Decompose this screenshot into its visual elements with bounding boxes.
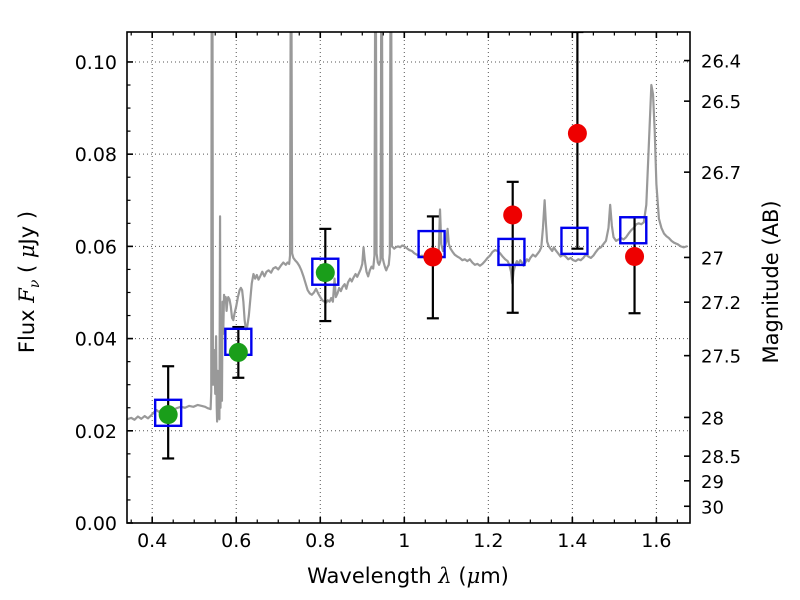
- right-tick-label: 26.5: [701, 92, 741, 113]
- y-tick-label: 0.04: [75, 329, 117, 351]
- x-tick-label: 1.4: [557, 530, 587, 552]
- x-tick-label: 1.2: [473, 530, 503, 552]
- axes-frame: [126, 31, 691, 524]
- y-tick-label: 0.08: [75, 144, 117, 166]
- right-tick-label: 26.4: [701, 52, 741, 73]
- model-photometry-square: [619, 216, 648, 245]
- x-axis-ticks: 0.4 0.6 0.8 1 1.2 1.4 1.6: [130, 32, 678, 552]
- x-axis-label: Wavelength λ (μm): [307, 564, 509, 588]
- y-axis-ticks: 0.00 0.02 0.04 0.06 0.08 0.10: [75, 52, 133, 535]
- model-photometry-square: [497, 237, 526, 267]
- model-photometry-square: [311, 257, 340, 286]
- y-tick-label: 0.00: [75, 513, 117, 535]
- y-tick-label: 0.10: [75, 52, 117, 74]
- right-tick-label: 27: [701, 248, 724, 269]
- right-tick-label: 27.5: [701, 347, 741, 368]
- observed-point-green: [315, 263, 335, 283]
- y-axis-label-group: Flux Fν ( μJy ): [15, 211, 43, 353]
- right-tick-label: 29: [701, 472, 724, 493]
- spectrum-curve-group: [127, 32, 688, 423]
- right-tick-label: 30: [701, 497, 724, 518]
- y-label-mu: μ: [15, 244, 39, 258]
- y-tick-label: 0.06: [75, 236, 117, 258]
- x-label-lambda: λ: [437, 564, 451, 588]
- y-label-nu: ν: [27, 279, 43, 288]
- right-tick-label: 28: [701, 408, 724, 429]
- model-photometry-square: [153, 398, 183, 428]
- y-axis-label: Flux Fν ( μJy ): [15, 211, 43, 353]
- model-photometry-square: [560, 226, 589, 256]
- x-label-word: Wavelength: [307, 564, 438, 588]
- x-tick-label: 0.6: [221, 530, 251, 552]
- observed-photometry-markers: [158, 123, 645, 425]
- observed-point-red: [423, 247, 443, 267]
- observed-point-red: [567, 123, 587, 143]
- right-tick-label: 28.5: [701, 447, 741, 468]
- y-label-F: F: [15, 287, 39, 304]
- right-axis-ticks: 26.4 26.5 26.7 27 27.2 27.5 28 28.5 29 30: [684, 52, 741, 518]
- x-label-mu: μ: [467, 564, 481, 588]
- x-tick-label: 1.6: [641, 530, 671, 552]
- observed-point-green: [158, 405, 178, 425]
- x-label-m: m): [480, 564, 509, 588]
- x-tick-label: 1: [398, 530, 410, 552]
- y-label-open: (: [15, 258, 39, 280]
- x-tick-label: 0.8: [305, 530, 335, 552]
- right-tick-label: 27.2: [701, 293, 741, 314]
- x-tick-label: 0.4: [137, 530, 167, 552]
- observed-point-green: [228, 342, 248, 362]
- right-tick-label: 26.7: [701, 163, 741, 184]
- right-axis-label: Magnitude (AB): [759, 200, 783, 363]
- observed-point-red: [625, 247, 645, 267]
- y-label-Jy: Jy ): [15, 211, 39, 247]
- y-tick-label: 0.02: [75, 421, 117, 443]
- observed-point-red: [503, 205, 523, 225]
- x-label-units: (: [452, 564, 467, 588]
- right-axis-label-group: Magnitude (AB): [759, 200, 783, 363]
- y-label-word: Flux: [15, 303, 39, 353]
- model-spectrum-line: [127, 32, 688, 423]
